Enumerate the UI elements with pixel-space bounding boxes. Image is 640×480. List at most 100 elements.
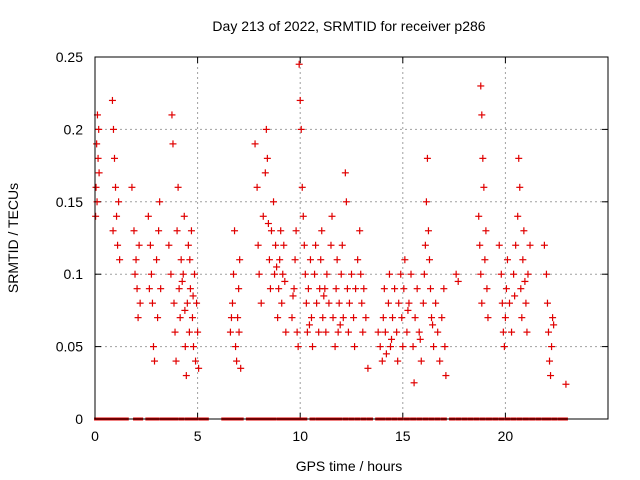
data-point xyxy=(170,299,178,307)
data-point xyxy=(403,328,411,336)
data-point xyxy=(237,364,245,372)
data-point xyxy=(550,321,558,329)
x-tick-label: 10 xyxy=(292,428,308,444)
data-point xyxy=(481,256,489,264)
data-point xyxy=(191,270,199,278)
data-point xyxy=(189,343,197,351)
data-point xyxy=(479,154,487,162)
data-point xyxy=(294,343,302,351)
x-axis-label: GPS time / hours xyxy=(296,458,403,474)
data-point xyxy=(393,328,401,336)
data-point xyxy=(131,270,139,278)
data-point xyxy=(480,183,488,191)
data-point xyxy=(384,299,392,307)
plot-frame xyxy=(94,56,609,420)
data-point xyxy=(290,285,298,293)
data-point xyxy=(476,241,484,249)
data-point xyxy=(510,270,518,278)
data-point xyxy=(280,241,288,249)
data-point xyxy=(540,241,548,249)
data-point xyxy=(305,321,313,329)
data-point xyxy=(501,314,509,322)
data-point xyxy=(186,285,194,293)
data-point xyxy=(335,299,343,307)
data-point xyxy=(92,183,100,191)
y-tick-label: 0.25 xyxy=(56,49,83,65)
data-point xyxy=(325,299,333,307)
data-point xyxy=(92,212,100,220)
data-point xyxy=(357,270,365,278)
data-point xyxy=(299,212,307,220)
data-point xyxy=(232,343,240,351)
data-point xyxy=(272,241,280,249)
data-point xyxy=(185,328,193,336)
data-point xyxy=(147,270,155,278)
data-point xyxy=(542,270,550,278)
data-point xyxy=(348,270,355,278)
data-point xyxy=(415,328,423,336)
data-point xyxy=(184,241,192,249)
data-point xyxy=(270,198,278,206)
data-point xyxy=(306,256,314,264)
data-point xyxy=(520,227,528,235)
data-point xyxy=(304,285,312,293)
x-tick-label: 5 xyxy=(194,428,202,444)
data-point xyxy=(146,241,154,249)
data-point xyxy=(168,111,176,119)
data-point xyxy=(524,270,532,278)
data-point xyxy=(478,299,486,307)
data-point xyxy=(452,270,460,278)
data-point xyxy=(394,357,402,365)
data-point xyxy=(320,292,328,300)
data-point xyxy=(181,306,189,314)
data-point xyxy=(334,328,342,336)
data-point xyxy=(519,256,527,264)
data-point xyxy=(388,335,396,343)
data-point xyxy=(233,357,241,365)
data-point xyxy=(134,314,142,322)
data-point xyxy=(266,285,274,293)
data-point xyxy=(235,328,243,336)
data-point xyxy=(401,256,409,264)
data-point xyxy=(177,256,185,264)
data-point xyxy=(318,227,326,235)
data-point xyxy=(281,277,289,285)
data-point xyxy=(309,343,317,351)
data-point xyxy=(116,256,124,264)
data-point xyxy=(498,299,506,307)
data-point xyxy=(378,357,386,365)
data-point xyxy=(436,357,444,365)
data-point xyxy=(264,220,272,228)
data-point xyxy=(502,285,510,293)
data-point xyxy=(477,82,485,90)
data-point xyxy=(410,379,418,387)
data-point xyxy=(136,299,144,307)
data-point xyxy=(386,343,394,351)
data-point xyxy=(275,285,283,293)
axis-ticks: 0 0.05 0.1 0.15 0.2 0.25 0 5 10 15 20 xyxy=(56,49,608,444)
data-point xyxy=(438,314,446,322)
data-point xyxy=(420,270,428,278)
data-point xyxy=(235,285,243,293)
data-point xyxy=(328,212,336,220)
y-tick-label: 0.15 xyxy=(56,194,83,210)
data-point xyxy=(514,212,522,220)
data-point xyxy=(133,285,141,293)
data-point xyxy=(345,299,353,307)
data-point xyxy=(178,277,186,285)
data-point xyxy=(429,321,437,329)
data-point xyxy=(499,328,507,336)
data-point xyxy=(234,314,242,322)
data-point xyxy=(282,328,290,336)
data-point xyxy=(522,299,530,307)
data-point xyxy=(301,270,309,278)
data-point xyxy=(181,343,189,351)
data-point xyxy=(427,285,435,293)
data-point xyxy=(297,125,305,133)
data-point xyxy=(362,314,370,322)
data-point xyxy=(428,314,436,322)
data-point xyxy=(109,125,117,133)
data-point xyxy=(172,357,180,365)
data-point xyxy=(292,227,300,235)
data-point xyxy=(193,299,201,307)
